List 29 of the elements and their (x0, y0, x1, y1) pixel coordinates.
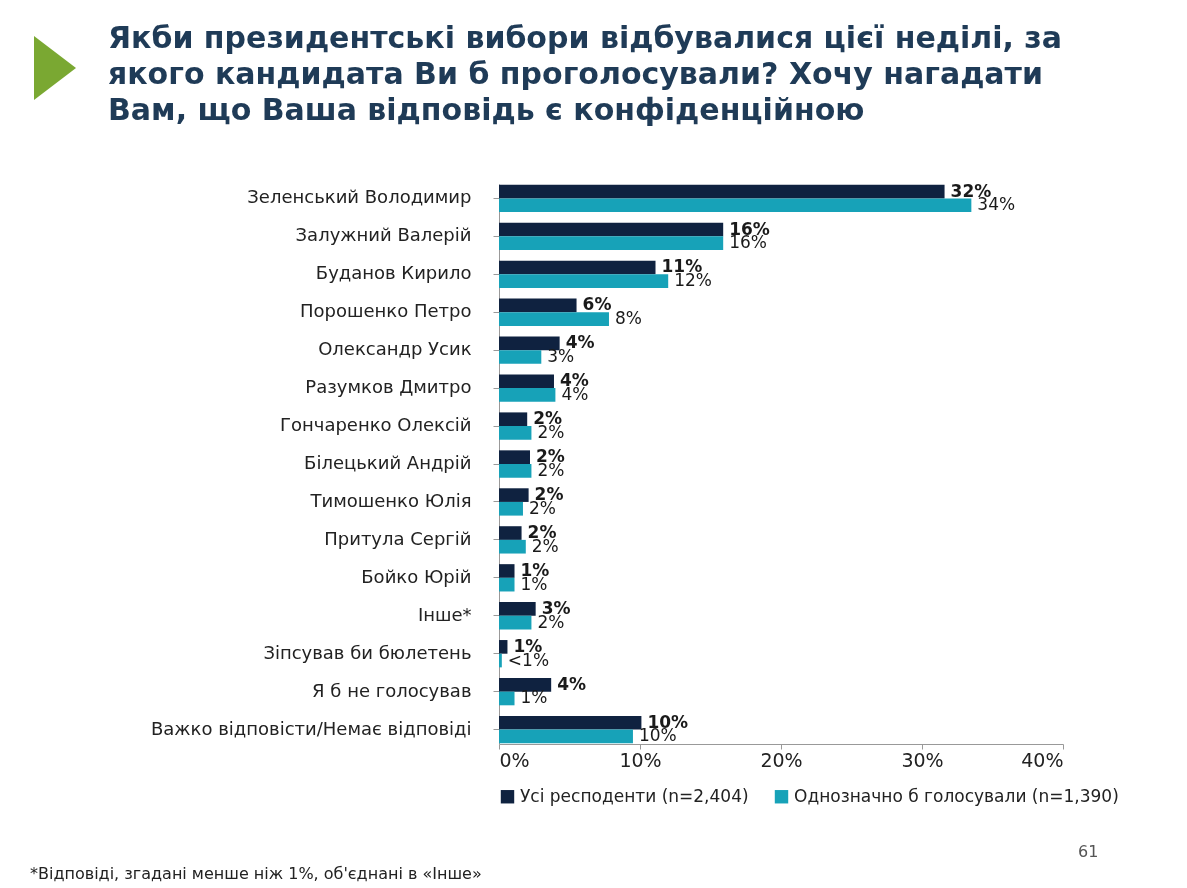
y-tick-label: Буданов Кирило (315, 262, 472, 284)
y-tick-label: Тимошенко Юлія (309, 489, 472, 511)
data-label: 8% (614, 308, 642, 329)
x-tick-label: 40% (1021, 748, 1064, 771)
y-tick-label: Зіпсував би бюлетень (263, 641, 472, 663)
data-label: 6% (582, 294, 612, 315)
y-tick-label: Важко відповісти/Немає відповіді (150, 717, 472, 739)
y-tick-label: Бойко Юрій (361, 565, 472, 587)
text: *Відповіді, згадані менше ніж 1%, об'єднані в «Інше» (30, 864, 482, 883)
data-label: 1% (520, 687, 548, 708)
y-tick-label: Інше* (417, 603, 472, 625)
y-tick-label: Олександр Усик (318, 338, 472, 360)
y-tick-label: Білецький Андрій (304, 452, 472, 473)
legend-label: Усі респоденти (n=2,404) (520, 785, 749, 806)
chart-title: Якби президентські вибори відбувалися цієї неділі, за якого кандидата Ви б проголосували? Хочу нагадати Вам, що Ваша відповідь є конфіденційною (108, 20, 1063, 128)
y-tick-label: Я б не голосував (312, 679, 472, 701)
y-tick-label: Гончаренко Олексій (279, 414, 472, 436)
y-tick-label: Порошенко Петро (300, 300, 472, 322)
x-tick-label: 0% (499, 748, 530, 771)
text: 61 (1078, 842, 1099, 861)
data-label: 4% (557, 673, 587, 694)
y-tick-label: Залужний Валерій (295, 224, 472, 246)
y-tick-label: Разумков Дмитро (305, 376, 472, 398)
y-tick-label: Зеленський Володимир (247, 186, 472, 208)
x-tick-label: 10% (619, 748, 662, 771)
x-tick-label: 20% (760, 748, 803, 771)
legend-label: Однозначно б голосували (n=1,390) (794, 785, 1119, 806)
x-tick-label: 30% (901, 748, 944, 771)
y-tick-label: Притула Сергій (324, 527, 472, 549)
